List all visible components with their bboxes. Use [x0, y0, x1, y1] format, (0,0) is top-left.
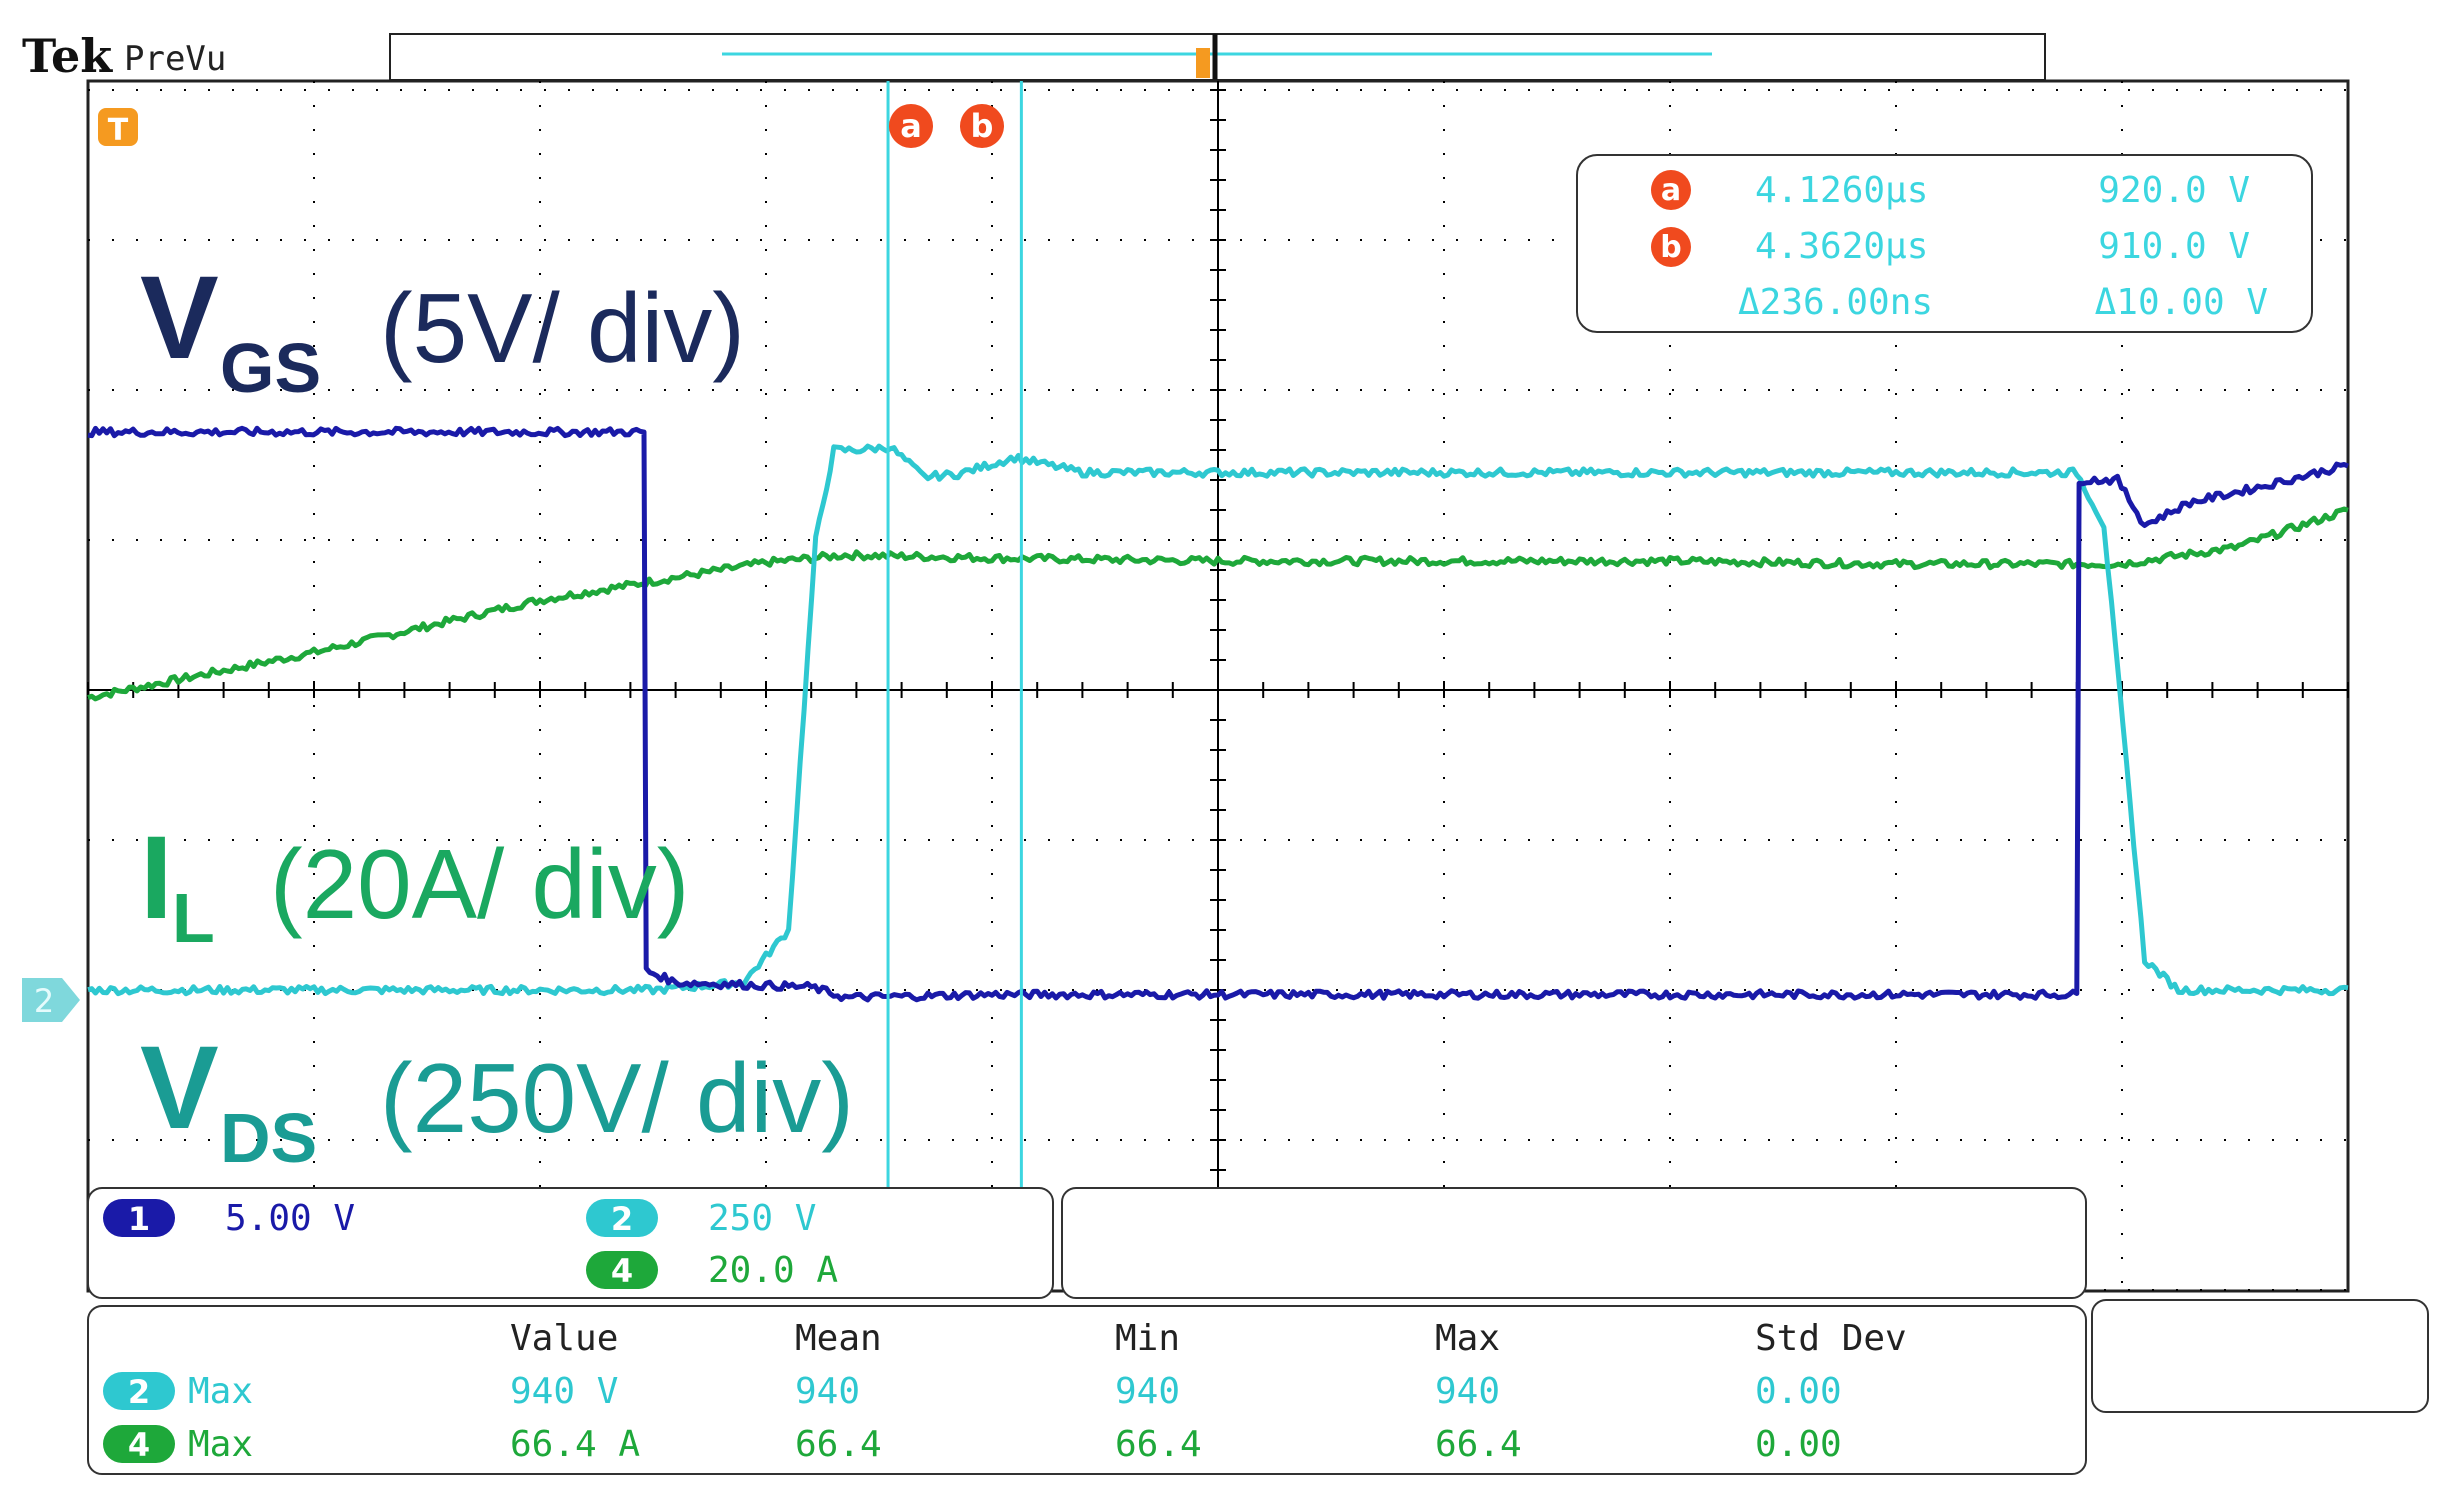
row1-value: 940 V: [510, 1371, 618, 1412]
row2-max: 66.4: [1435, 1424, 1522, 1465]
row1-std: 0.00: [1755, 1371, 1842, 1412]
ch1-badge-label: 1: [128, 1200, 150, 1238]
ch4-scale: 20.0 A: [708, 1250, 838, 1291]
ch2-badge[interactable]: 2: [586, 1199, 658, 1238]
ch1-badge[interactable]: 1: [103, 1199, 175, 1238]
label-vds-sub: DS: [220, 1099, 317, 1177]
row2-type: Max: [188, 1424, 253, 1465]
cursor-delta-time: Δ236.00ns: [1738, 282, 1933, 323]
header-std-dev: Std Dev: [1755, 1318, 1907, 1359]
measurement-table: Value Mean Min Max Std Dev 2 Max 940 V 9…: [88, 1306, 2086, 1474]
channel2-marker-label: 2: [34, 982, 54, 1020]
label-il-scale: (20A/ div): [270, 829, 689, 939]
channel2-ground-marker[interactable]: 2: [22, 978, 80, 1022]
label-vds-scale: (250V/ div): [380, 1043, 854, 1153]
row1-channel: 2: [128, 1373, 150, 1411]
row2-value: 66.4 A: [510, 1424, 640, 1465]
row1-max: 940: [1435, 1371, 1500, 1412]
cursor-delta-value: Δ10.00 V: [2095, 282, 2268, 323]
side-panel: [2092, 1300, 2428, 1412]
label-vgs-main: V: [140, 252, 219, 384]
trigger-level-marker[interactable]: T: [98, 108, 138, 148]
ch4-badge-label: 4: [611, 1252, 633, 1290]
label-vgs-sub: GS: [220, 329, 321, 407]
readout-b-icon: b: [1660, 230, 1681, 265]
header-value: Value: [510, 1318, 618, 1359]
label-il-main: I: [140, 812, 173, 944]
row2-channel: 4: [128, 1426, 150, 1464]
header-mean: Mean: [795, 1318, 882, 1359]
ch4-badge[interactable]: 4: [586, 1251, 658, 1290]
readout-a-icon: a: [1661, 173, 1681, 208]
cursor-b-marker-label: b: [971, 107, 994, 145]
brand-logo: Tek: [22, 29, 113, 83]
ch2-scale: 250 V: [708, 1198, 816, 1239]
cursor-a-value: 920.0 V: [2098, 170, 2250, 211]
timebase-panel: [1062, 1188, 2086, 1298]
row1-type: Max: [188, 1371, 253, 1412]
cursor-a-time: 4.1260µs: [1755, 170, 1928, 211]
mode-label: PreVu: [124, 39, 226, 79]
row2-std: 0.00: [1755, 1424, 1842, 1465]
cursor-a-marker[interactable]: a: [889, 104, 933, 148]
cursor-b-marker[interactable]: b: [960, 104, 1004, 148]
row2-min: 66.4: [1115, 1424, 1202, 1465]
header-max: Max: [1435, 1318, 1500, 1359]
row1-min: 940: [1115, 1371, 1180, 1412]
trigger-marker-label: T: [108, 113, 129, 148]
header-min: Min: [1115, 1318, 1180, 1359]
label-vds-main: V: [140, 1022, 219, 1154]
cursor-readout: a b 4.1260µs 920.0 V 4.3620µs 910.0 V Δ2…: [1577, 155, 2312, 332]
cursor-b-value: 910.0 V: [2098, 226, 2250, 267]
row2-mean: 66.4: [795, 1424, 882, 1465]
ch1-scale: 5.00 V: [225, 1198, 355, 1239]
channel-scale-panel: 1 5.00 V 2 250 V 4 20.0 A: [88, 1188, 1053, 1298]
label-vgs-scale: (5V/ div): [380, 273, 745, 383]
label-il-sub: L: [172, 879, 215, 957]
record-view-trigger-tag: [1196, 48, 1210, 78]
cursor-b-time: 4.3620µs: [1755, 226, 1928, 267]
row1-mean: 940: [795, 1371, 860, 1412]
ch2-badge-label: 2: [611, 1200, 633, 1238]
cursor-a-marker-label: a: [900, 107, 922, 145]
